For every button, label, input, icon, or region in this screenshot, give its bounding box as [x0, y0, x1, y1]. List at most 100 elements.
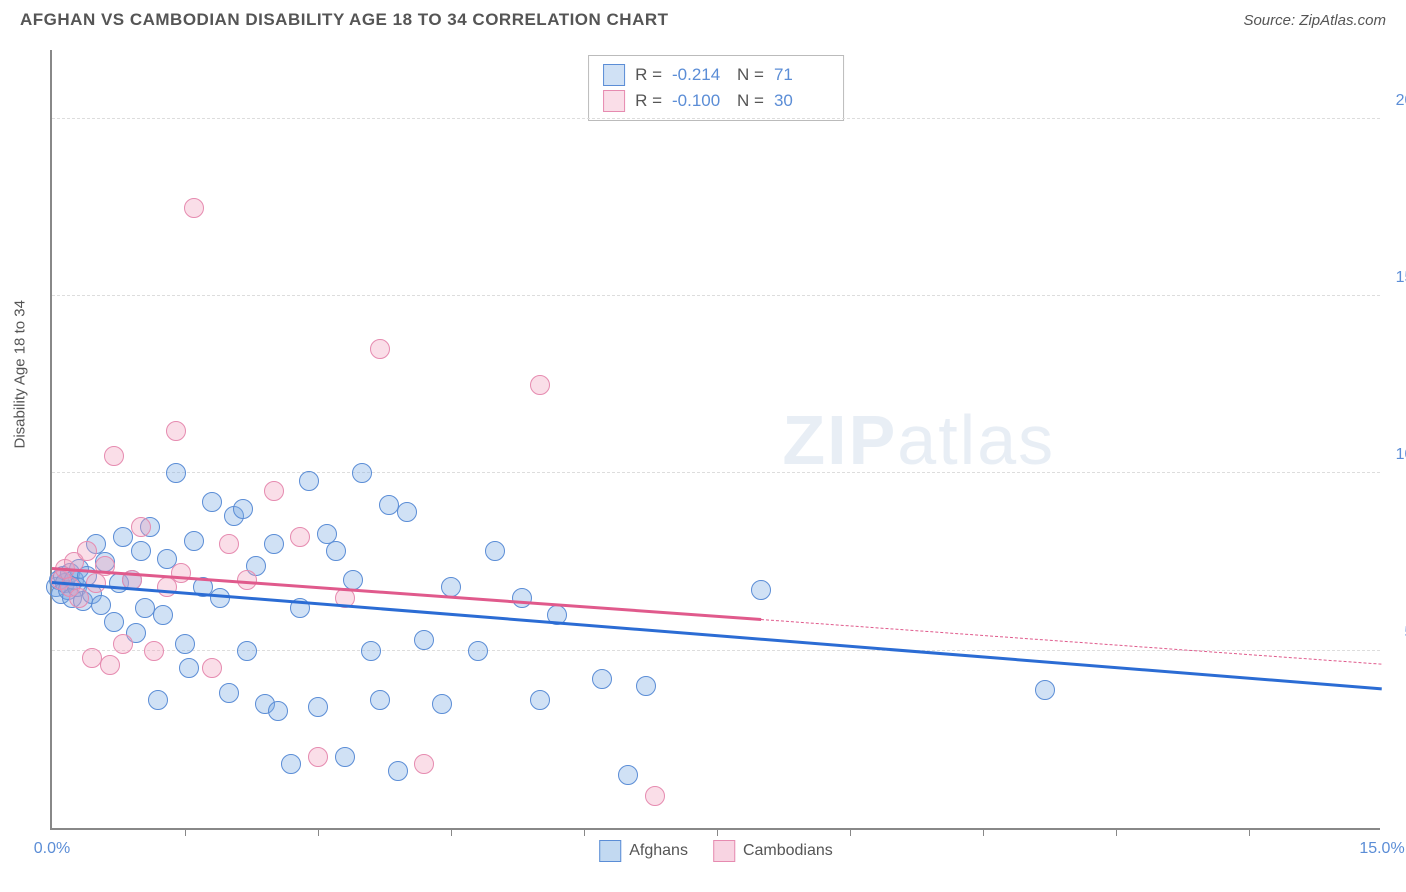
data-point — [69, 588, 89, 608]
chart-title: AFGHAN VS CAMBODIAN DISABILITY AGE 18 TO… — [20, 10, 669, 30]
data-point — [592, 669, 612, 689]
data-point — [219, 534, 239, 554]
data-point — [370, 339, 390, 359]
data-point — [361, 641, 381, 661]
x-tick — [717, 828, 718, 836]
data-point — [184, 531, 204, 551]
data-point — [144, 641, 164, 661]
x-tick — [983, 828, 984, 836]
data-point — [184, 198, 204, 218]
data-point — [100, 655, 120, 675]
data-point — [530, 375, 550, 395]
legend-label: Afghans — [629, 842, 688, 860]
series-legend: Afghans Cambodians — [599, 840, 833, 862]
data-point — [485, 541, 505, 561]
data-point — [414, 754, 434, 774]
legend-swatch — [713, 840, 735, 862]
series-swatch — [603, 64, 625, 86]
data-point — [131, 541, 151, 561]
data-point — [153, 605, 173, 625]
legend-swatch — [599, 840, 621, 862]
data-point — [468, 641, 488, 661]
x-tick — [1116, 828, 1117, 836]
data-point — [166, 421, 186, 441]
r-value: -0.214 — [672, 65, 727, 85]
x-tick — [318, 828, 319, 836]
data-point — [237, 641, 257, 661]
data-point — [104, 446, 124, 466]
data-point — [299, 471, 319, 491]
data-point — [268, 701, 288, 721]
data-point — [113, 634, 133, 654]
data-point — [1035, 680, 1055, 700]
n-label: N = — [737, 65, 764, 85]
correlation-stats-box: R = -0.214 N = 71 R = -0.100 N = 30 — [588, 55, 844, 121]
legend-item: Cambodians — [713, 840, 833, 862]
data-point — [308, 747, 328, 767]
data-point — [414, 630, 434, 650]
trend-line-dashed — [761, 619, 1382, 665]
data-point — [233, 499, 253, 519]
series-swatch — [603, 90, 625, 112]
data-point — [77, 541, 97, 561]
data-point — [91, 595, 111, 615]
gridline — [52, 295, 1380, 296]
data-point — [264, 534, 284, 554]
r-label: R = — [635, 65, 662, 85]
chart-header: AFGHAN VS CAMBODIAN DISABILITY AGE 18 TO… — [0, 0, 1406, 35]
data-point — [171, 563, 191, 583]
stats-row: R = -0.214 N = 71 — [603, 62, 829, 88]
n-value: 71 — [774, 65, 829, 85]
data-point — [104, 612, 124, 632]
data-point — [281, 754, 301, 774]
y-tick-label: 15.0% — [1392, 269, 1406, 287]
x-tick — [584, 828, 585, 836]
scatter-chart: ZIPatlas R =-0.214N =71R =-0.100N =30 Af… — [50, 50, 1380, 830]
data-point — [179, 658, 199, 678]
data-point — [113, 527, 133, 547]
x-tick — [1249, 828, 1250, 836]
data-point — [751, 580, 771, 600]
data-point — [166, 463, 186, 483]
data-point — [335, 747, 355, 767]
y-tick-label: 10.0% — [1392, 446, 1406, 464]
data-point — [131, 517, 151, 537]
legend-item: Afghans — [599, 840, 688, 862]
data-point — [148, 690, 168, 710]
data-point — [645, 786, 665, 806]
chart-source: Source: ZipAtlas.com — [1243, 12, 1386, 29]
data-point — [175, 634, 195, 654]
data-point — [512, 588, 532, 608]
data-point — [308, 697, 328, 717]
data-point — [370, 690, 390, 710]
data-point — [397, 502, 417, 522]
data-point — [636, 676, 656, 696]
data-point — [388, 761, 408, 781]
data-point — [219, 683, 239, 703]
y-tick-label: 20.0% — [1392, 92, 1406, 110]
gridline — [52, 118, 1380, 119]
data-point — [290, 527, 310, 547]
data-point — [441, 577, 461, 597]
gridline — [52, 472, 1380, 473]
data-point — [530, 690, 550, 710]
data-point — [202, 492, 222, 512]
x-tick — [185, 828, 186, 836]
x-tick-label: 0.0% — [34, 840, 70, 858]
legend-label: Cambodians — [743, 842, 833, 860]
x-tick — [451, 828, 452, 836]
y-tick-label: 5.0% — [1401, 624, 1406, 642]
watermark: ZIPatlas — [782, 400, 1055, 480]
stats-row: R = -0.100 N = 30 — [603, 88, 829, 114]
trend-line — [52, 581, 1382, 690]
data-point — [326, 541, 346, 561]
x-tick-label: 15.0% — [1359, 840, 1404, 858]
n-label: N = — [737, 91, 764, 111]
data-point — [432, 694, 452, 714]
r-label: R = — [635, 91, 662, 111]
data-point — [352, 463, 372, 483]
n-value: 30 — [774, 91, 829, 111]
r-value: -0.100 — [672, 91, 727, 111]
x-tick — [850, 828, 851, 836]
data-point — [618, 765, 638, 785]
